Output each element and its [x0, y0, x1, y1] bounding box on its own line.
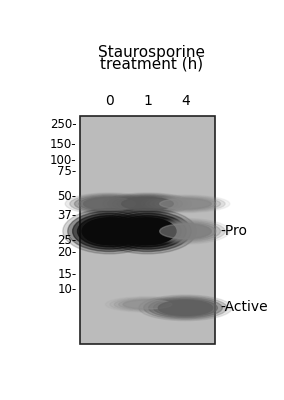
Ellipse shape — [144, 296, 227, 319]
Text: 37-: 37- — [57, 209, 77, 222]
Ellipse shape — [117, 196, 178, 211]
Ellipse shape — [149, 298, 222, 318]
Text: treatment (h): treatment (h) — [100, 56, 203, 71]
Ellipse shape — [99, 209, 197, 254]
Text: 250-: 250- — [50, 118, 77, 132]
Ellipse shape — [82, 218, 137, 244]
Text: Staurosporine: Staurosporine — [98, 44, 205, 60]
Ellipse shape — [114, 298, 181, 311]
Ellipse shape — [160, 224, 211, 239]
Ellipse shape — [122, 198, 173, 210]
Bar — [80, 116, 215, 344]
Text: 15-: 15- — [57, 268, 77, 280]
Ellipse shape — [79, 196, 140, 211]
Text: 25-: 25- — [57, 234, 77, 247]
Text: 1: 1 — [143, 94, 152, 108]
Ellipse shape — [112, 195, 183, 212]
Ellipse shape — [103, 193, 192, 215]
Text: 4: 4 — [181, 94, 190, 108]
Ellipse shape — [70, 194, 149, 214]
Ellipse shape — [151, 197, 220, 211]
Ellipse shape — [160, 224, 211, 239]
Ellipse shape — [160, 199, 211, 209]
Ellipse shape — [110, 297, 185, 312]
Ellipse shape — [122, 198, 173, 210]
Ellipse shape — [74, 195, 145, 212]
Ellipse shape — [141, 195, 230, 213]
Ellipse shape — [158, 300, 213, 315]
Ellipse shape — [155, 222, 216, 240]
Ellipse shape — [119, 299, 176, 310]
Ellipse shape — [78, 216, 141, 247]
Ellipse shape — [105, 296, 189, 312]
Ellipse shape — [141, 218, 230, 244]
Text: 10-: 10- — [57, 283, 77, 296]
Ellipse shape — [151, 221, 220, 241]
Ellipse shape — [63, 209, 156, 254]
Ellipse shape — [73, 213, 147, 249]
Ellipse shape — [114, 216, 181, 247]
Text: 50-: 50- — [57, 190, 77, 203]
Ellipse shape — [82, 218, 137, 244]
Ellipse shape — [155, 198, 216, 210]
Ellipse shape — [119, 218, 176, 244]
Text: 20-: 20- — [57, 246, 77, 260]
Text: 100-: 100- — [50, 154, 77, 167]
Ellipse shape — [84, 198, 135, 210]
Ellipse shape — [160, 199, 211, 209]
Text: 150-: 150- — [50, 138, 77, 151]
Ellipse shape — [68, 211, 151, 252]
Ellipse shape — [119, 218, 176, 244]
Ellipse shape — [108, 194, 187, 214]
Ellipse shape — [65, 193, 154, 215]
Text: 75-: 75- — [57, 165, 77, 178]
Ellipse shape — [146, 220, 225, 243]
Ellipse shape — [123, 300, 172, 309]
Text: -Active: -Active — [220, 300, 268, 314]
Ellipse shape — [84, 198, 135, 210]
Ellipse shape — [153, 299, 218, 317]
Text: -Pro: -Pro — [220, 224, 247, 238]
Ellipse shape — [104, 211, 191, 252]
Ellipse shape — [158, 300, 213, 315]
Text: 0: 0 — [105, 94, 114, 108]
Ellipse shape — [139, 295, 232, 321]
Ellipse shape — [123, 300, 172, 309]
Ellipse shape — [109, 213, 186, 249]
Ellipse shape — [146, 196, 225, 212]
